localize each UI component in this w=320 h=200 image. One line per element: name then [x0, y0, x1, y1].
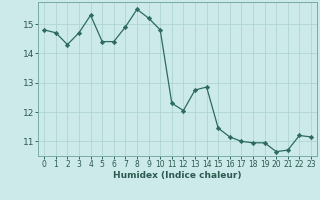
X-axis label: Humidex (Indice chaleur): Humidex (Indice chaleur): [113, 171, 242, 180]
